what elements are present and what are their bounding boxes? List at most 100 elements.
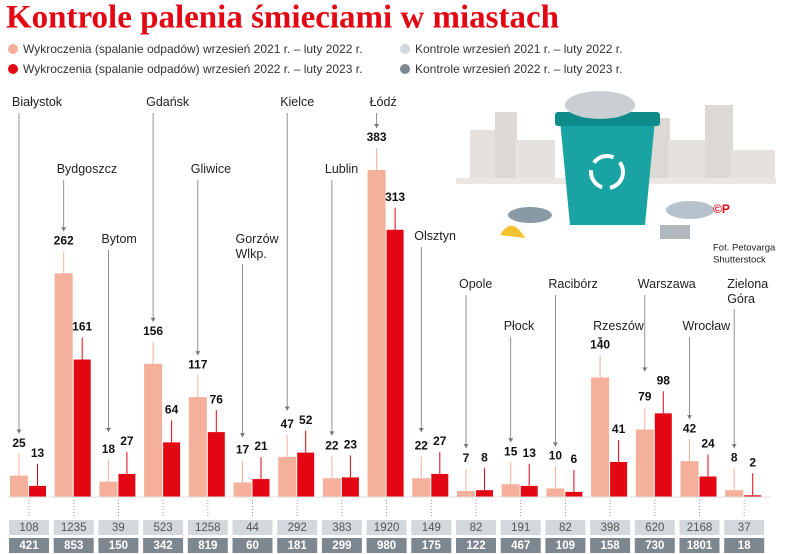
value-label: 6 — [571, 452, 578, 466]
bar — [457, 491, 475, 497]
bar — [10, 475, 28, 497]
city-label: Warszawa — [637, 277, 696, 291]
value-label: 24 — [701, 437, 715, 451]
table-cell — [590, 538, 631, 553]
legend-item: Kontrole wrzesień 2021 r. – luty 2022 r. — [400, 42, 622, 56]
city-label: Bytom — [101, 232, 137, 246]
table-cell — [321, 538, 362, 553]
table-value: 109 — [556, 540, 575, 552]
bar — [99, 481, 118, 497]
legend-label: Kontrole wrzesień 2022 r. – luty 2023 r. — [415, 62, 623, 76]
value-label: 262 — [54, 233, 74, 247]
value-label: 23 — [344, 438, 358, 452]
legend-label: Wykroczenia (spalanie odpadów) wrzesień … — [23, 62, 363, 76]
table-value: 1258 — [195, 522, 221, 534]
table-value: 181 — [288, 540, 308, 552]
table-cell — [545, 520, 586, 535]
table-cell — [679, 538, 720, 553]
bar — [520, 485, 538, 497]
value-label: 42 — [683, 421, 697, 435]
table-value: 39 — [112, 522, 125, 534]
table-cell — [277, 520, 318, 535]
table-cell — [232, 538, 273, 553]
legend-item: Wykroczenia (spalanie odpadów) wrzesień … — [8, 42, 362, 56]
bar — [297, 452, 315, 497]
leader-arrow — [16, 429, 22, 434]
illustration — [456, 91, 776, 239]
leader-arrow — [105, 427, 111, 432]
value-label: 27 — [120, 434, 134, 448]
bar — [278, 456, 297, 497]
legend-label: Wykroczenia (spalanie odpadów) wrzesień … — [23, 42, 363, 56]
city-label: Gorzów Wlkp. — [235, 232, 279, 261]
table-cell — [187, 520, 228, 535]
bar — [73, 359, 91, 497]
table-value: 467 — [511, 540, 530, 552]
table-value: 60 — [246, 540, 259, 552]
bar — [431, 473, 449, 497]
value-label: 79 — [638, 390, 652, 404]
legend-label: Kontrole wrzesień 2021 r. – luty 2022 r. — [415, 42, 623, 56]
table-value: 1801 — [687, 540, 713, 552]
value-label: 156 — [143, 324, 163, 338]
table-cell — [98, 538, 139, 553]
table-value: 299 — [332, 540, 351, 552]
value-label: 64 — [165, 403, 179, 417]
city-label: Lublin — [324, 162, 359, 176]
leader-arrow — [731, 444, 737, 449]
value-label: 140 — [590, 338, 610, 352]
table-value: 523 — [154, 522, 173, 534]
city-label: Olsztyn — [414, 229, 456, 243]
value-label: 25 — [12, 436, 26, 450]
table-cell — [98, 520, 139, 535]
table-value: 1920 — [374, 522, 400, 534]
table-cell — [53, 538, 94, 553]
table-value: 1235 — [61, 522, 87, 534]
legend-item: Wykroczenia (spalanie odpadów) wrzesień … — [8, 62, 362, 76]
legend-swatch — [400, 44, 410, 54]
table-value: 150 — [109, 540, 128, 552]
city-label: Rzeszów — [593, 319, 644, 333]
table-value: 82 — [559, 522, 572, 534]
leader-arrow — [687, 415, 692, 420]
table-cell — [366, 520, 407, 535]
city-label: Białystok — [12, 95, 63, 109]
bar — [367, 170, 386, 497]
table-cell — [411, 538, 452, 553]
legend-swatch — [8, 44, 18, 54]
table-value: 853 — [64, 540, 83, 552]
table-value: 191 — [511, 522, 530, 534]
table-cell — [500, 538, 541, 553]
table-cell — [634, 520, 675, 535]
table-cell — [232, 520, 273, 535]
value-label: 13 — [523, 446, 537, 460]
value-label: 22 — [415, 438, 429, 452]
table-cell — [143, 538, 184, 553]
city-label: Gliwice — [190, 162, 232, 176]
bar — [29, 485, 46, 497]
value-label: 2 — [749, 455, 756, 469]
bar — [744, 495, 762, 497]
table-cell — [724, 520, 765, 535]
table-cell — [411, 520, 452, 535]
legend-swatch — [400, 64, 410, 74]
bar — [341, 477, 359, 497]
table-value: 980 — [377, 540, 396, 552]
value-label: 13 — [31, 446, 45, 460]
table-cell — [456, 520, 496, 535]
value-label: 15 — [504, 444, 518, 458]
table-value: 108 — [19, 522, 38, 534]
credit: Fot. Petovarga — [713, 243, 776, 254]
value-label: 22 — [325, 438, 339, 452]
city-label: Bydgoszcz — [56, 162, 118, 176]
value-label: 7 — [463, 451, 470, 465]
bar — [501, 484, 520, 497]
leader-arrow — [642, 367, 648, 372]
table-value: 37 — [738, 522, 751, 534]
table-value: 421 — [19, 540, 39, 552]
value-label: 383 — [367, 130, 387, 144]
table-value: 149 — [422, 522, 441, 534]
table-value: 18 — [738, 540, 751, 552]
bar — [610, 461, 628, 497]
